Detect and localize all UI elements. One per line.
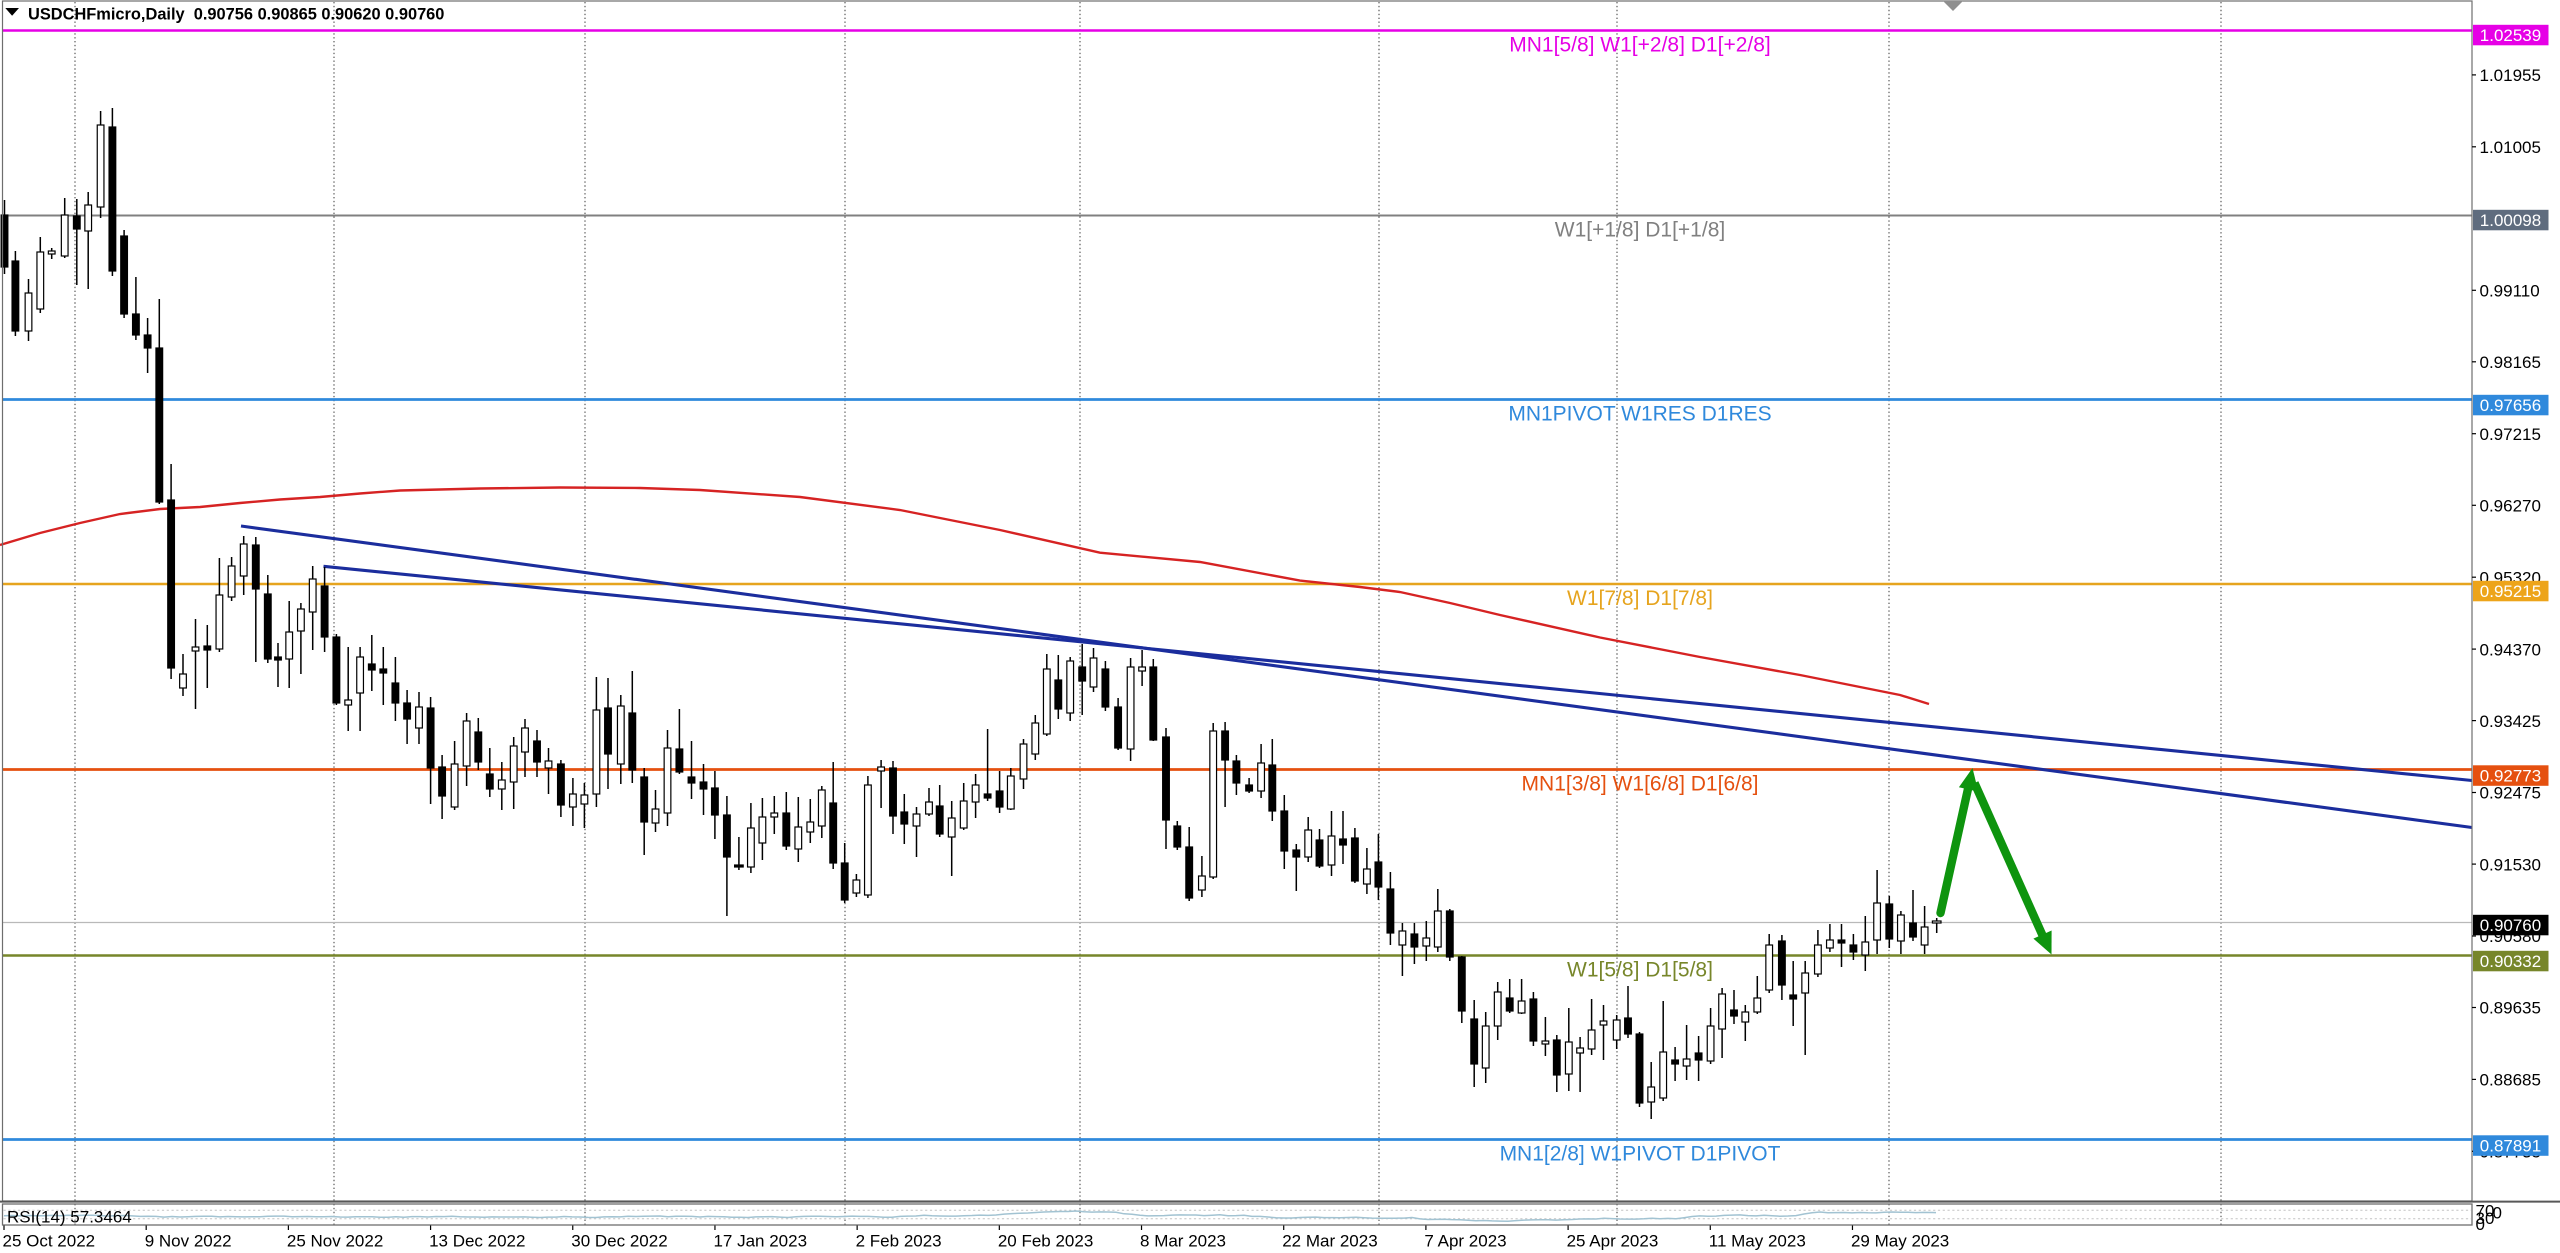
svg-text:0.99110: 0.99110 <box>2480 282 2540 301</box>
svg-text:0.91530: 0.91530 <box>2480 855 2541 874</box>
svg-text:0.92773: 0.92773 <box>2480 767 2541 786</box>
svg-text:1.02539: 1.02539 <box>2480 26 2541 45</box>
svg-text:RSI(14) 57.3464: RSI(14) 57.3464 <box>7 1208 132 1227</box>
svg-text:W1[5/8] D1[5/8]: W1[5/8] D1[5/8] <box>1567 959 1713 982</box>
svg-text:0.94370: 0.94370 <box>2480 640 2541 659</box>
svg-text:1.01005: 1.01005 <box>2480 138 2541 157</box>
svg-text:0.98165: 0.98165 <box>2480 353 2541 372</box>
svg-text:2 Feb 2023: 2 Feb 2023 <box>856 1232 942 1251</box>
svg-text:0.96270: 0.96270 <box>2480 497 2541 516</box>
svg-text:25 Nov 2022: 25 Nov 2022 <box>287 1232 383 1251</box>
svg-text:25 Apr 2023: 25 Apr 2023 <box>1567 1232 1659 1251</box>
svg-text:0.89635: 0.89635 <box>2480 999 2541 1018</box>
svg-text:25 Oct 2022: 25 Oct 2022 <box>3 1232 96 1251</box>
svg-text:30: 30 <box>2476 1209 2495 1228</box>
svg-text:0.97215: 0.97215 <box>2480 425 2541 444</box>
svg-text:MN1[2/8] W1PIVOT D1PIVOT: MN1[2/8] W1PIVOT D1PIVOT <box>1500 1143 1781 1166</box>
svg-text:11 May 2023: 11 May 2023 <box>1709 1232 1806 1251</box>
svg-text:0.90332: 0.90332 <box>2480 952 2541 971</box>
svg-text:USDCHFmicro,Daily 0.90756 0.9: USDCHFmicro,Daily 0.90756 0.90865 0.9062… <box>28 6 444 24</box>
svg-text:0.93425: 0.93425 <box>2480 712 2541 731</box>
svg-text:30 Dec 2022: 30 Dec 2022 <box>571 1232 667 1251</box>
svg-text:1.01955: 1.01955 <box>2480 66 2541 85</box>
svg-text:MN1PIVOT W1RES D1RES: MN1PIVOT W1RES D1RES <box>1508 403 1771 426</box>
svg-text:22 Mar 2023: 22 Mar 2023 <box>1282 1232 1377 1251</box>
svg-text:0.95215: 0.95215 <box>2480 582 2541 601</box>
svg-text:17 Jan 2023: 17 Jan 2023 <box>713 1232 807 1251</box>
svg-text:W1[+1/8] D1[+1/8]: W1[+1/8] D1[+1/8] <box>1555 219 1725 242</box>
svg-text:W1[7/8] D1[7/8]: W1[7/8] D1[7/8] <box>1567 587 1713 610</box>
svg-text:20 Feb 2023: 20 Feb 2023 <box>998 1232 1093 1251</box>
svg-text:MN1[3/8] W1[6/8] D1[6/8]: MN1[3/8] W1[6/8] D1[6/8] <box>1522 773 1759 796</box>
svg-text:7 Apr 2023: 7 Apr 2023 <box>1424 1232 1506 1251</box>
svg-text:8 Mar 2023: 8 Mar 2023 <box>1140 1232 1226 1251</box>
svg-text:13 Dec 2022: 13 Dec 2022 <box>429 1232 525 1251</box>
svg-text:0.87891: 0.87891 <box>2480 1137 2541 1156</box>
svg-text:0.97656: 0.97656 <box>2480 396 2541 415</box>
svg-text:MN1[5/8] W1[+2/8] D1[+2/8]: MN1[5/8] W1[+2/8] D1[+2/8] <box>1509 34 1770 57</box>
svg-text:0.90760: 0.90760 <box>2480 916 2541 935</box>
svg-text:1.00098: 1.00098 <box>2480 211 2541 230</box>
svg-text:70: 70 <box>2476 1202 2495 1221</box>
svg-text:0.92475: 0.92475 <box>2480 784 2541 803</box>
svg-text:29 May 2023: 29 May 2023 <box>1851 1232 1949 1251</box>
svg-text:0: 0 <box>2493 1204 2502 1223</box>
svg-text:0: 0 <box>2476 1215 2485 1234</box>
svg-text:9 Nov 2022: 9 Nov 2022 <box>145 1232 232 1251</box>
svg-text:0.88685: 0.88685 <box>2480 1071 2541 1090</box>
